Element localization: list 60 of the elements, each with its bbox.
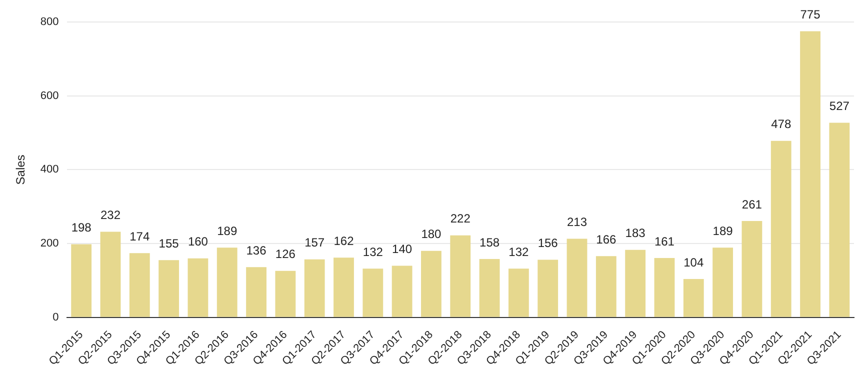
bar — [158, 260, 180, 317]
bar — [71, 244, 92, 317]
bar — [742, 221, 762, 317]
bar — [246, 267, 266, 317]
bar — [304, 259, 325, 317]
data-label: 183 — [625, 226, 646, 240]
bar — [596, 256, 616, 317]
bar — [566, 238, 588, 317]
bar — [508, 268, 529, 317]
bar — [216, 248, 238, 317]
data-label: 157 — [304, 236, 325, 250]
bar — [712, 248, 733, 317]
data-label: 527 — [829, 99, 850, 114]
data-label: 136 — [246, 243, 267, 258]
bar — [683, 278, 704, 317]
bar — [450, 235, 471, 317]
bar — [129, 253, 150, 317]
data-label: 198 — [71, 220, 92, 235]
y-tick-label: 0 — [52, 311, 59, 324]
data-label: 104 — [684, 255, 704, 270]
bar — [275, 270, 296, 317]
data-label: 189 — [217, 224, 238, 238]
bar — [654, 258, 675, 317]
data-label: 180 — [421, 227, 442, 242]
bar — [421, 250, 442, 317]
bar — [392, 266, 412, 317]
data-label: 155 — [158, 236, 180, 250]
data-label: 161 — [654, 234, 675, 248]
bar — [829, 122, 850, 317]
y-axis-title: Sales — [14, 154, 28, 185]
bar — [625, 250, 646, 317]
data-label: 222 — [450, 212, 471, 226]
data-label: 126 — [275, 247, 296, 262]
data-label: 158 — [480, 235, 500, 250]
data-label: 174 — [130, 229, 150, 244]
bar — [479, 259, 500, 317]
data-label: 162 — [334, 234, 354, 248]
bar — [538, 260, 558, 317]
data-label: 189 — [712, 224, 734, 238]
data-label: 232 — [100, 208, 121, 222]
bar — [770, 140, 792, 317]
data-label: 132 — [362, 244, 384, 259]
y-tick-label: 600 — [40, 90, 59, 102]
y-tick-label: 800 — [40, 16, 59, 28]
data-label: 132 — [508, 244, 530, 259]
bar — [334, 258, 354, 317]
bar — [100, 232, 121, 317]
data-label: 166 — [596, 232, 616, 246]
data-label: 775 — [800, 8, 821, 22]
data-label: 213 — [566, 215, 588, 230]
data-label: 156 — [538, 236, 558, 250]
bar — [188, 258, 208, 317]
data-label: 478 — [771, 117, 792, 132]
bar — [362, 268, 384, 317]
data-label: 261 — [742, 197, 762, 212]
y-tick-label: 200 — [40, 238, 59, 250]
data-label: 140 — [392, 242, 412, 256]
bar — [800, 31, 820, 317]
data-label: 160 — [188, 234, 208, 249]
y-tick-label: 400 — [40, 164, 59, 176]
